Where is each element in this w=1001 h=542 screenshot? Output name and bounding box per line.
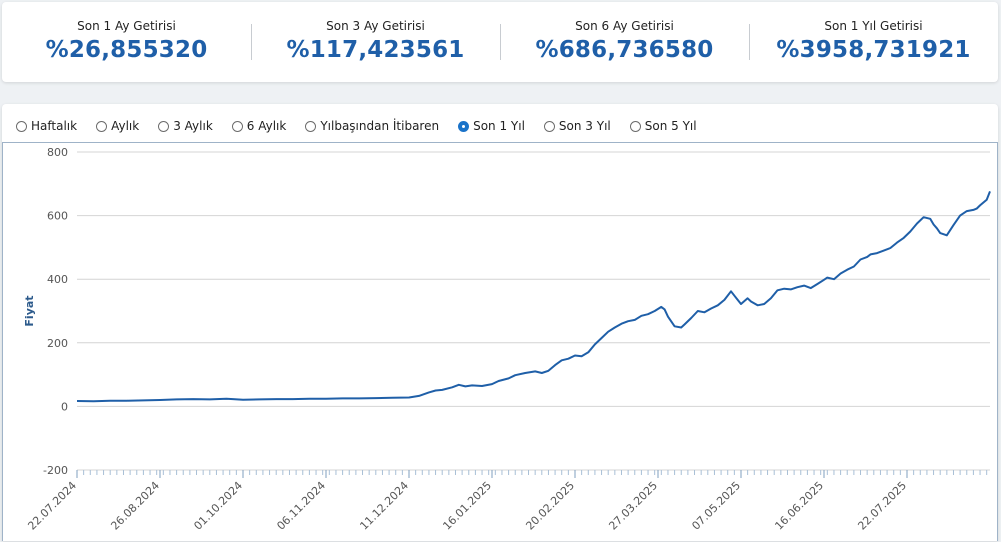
- range-option-monthly[interactable]: Aylık: [96, 119, 139, 133]
- stat-3m: Son 3 Ay Getirisi %117,423561: [251, 2, 500, 82]
- x-tick-label: 01.10.2024: [191, 479, 245, 533]
- range-option-label: Son 3 Yıl: [558, 119, 611, 133]
- range-option-label: Son 1 Yıl: [473, 119, 525, 133]
- radio-icon[interactable]: [158, 120, 170, 132]
- y-tick-label: -200: [43, 464, 68, 477]
- x-tick-label: 26.08.2024: [108, 479, 162, 533]
- range-option-label: Son 5 Yıl: [644, 119, 697, 133]
- x-tick-label: 07.05.2025: [689, 479, 743, 533]
- range-selector: Haftalık Aylık 3 Aylık 6 Aylık Yılbaşınd…: [16, 117, 716, 135]
- x-tick-label: 16.01.2025: [440, 479, 494, 533]
- y-axis-label: Fiyat: [23, 295, 36, 326]
- y-tick-label: 400: [47, 273, 68, 286]
- y-tick-label: 0: [61, 400, 68, 413]
- stat-1y: Son 1 Yıl Getirisi %3958,731921: [749, 2, 998, 82]
- price-line-chart[interactable]: -200 0 200 400 600 800 Fiyat 22.07.2024 26.08.20…: [3, 143, 997, 542]
- y-tick-label: 800: [47, 146, 68, 159]
- range-option-label: 6 Aylık: [246, 119, 287, 133]
- range-option-1-year[interactable]: Son 1 Yıl: [458, 119, 525, 133]
- x-tick-label: 22.07.2025: [855, 479, 909, 533]
- range-option-label: 3 Aylık: [173, 119, 213, 133]
- y-tick-label: 600: [47, 210, 68, 223]
- stat-label: Son 3 Ay Getirisi: [326, 19, 425, 33]
- stat-value: %3958,731921: [776, 37, 971, 63]
- radio-icon[interactable]: [543, 120, 555, 132]
- stat-1m: Son 1 Ay Getirisi %26,855320: [2, 2, 251, 82]
- range-option-3-years[interactable]: Son 3 Yıl: [543, 119, 611, 133]
- x-tick-label: 16.06.2025: [772, 479, 826, 533]
- x-tick-label: 22.07.2024: [25, 479, 79, 533]
- radio-icon[interactable]: [96, 120, 108, 132]
- radio-icon[interactable]: [231, 120, 243, 132]
- radio-checked-icon[interactable]: [458, 120, 470, 132]
- x-tick-label: 20.02.2025: [523, 479, 577, 533]
- stat-value: %26,855320: [45, 37, 208, 63]
- stat-value: %686,736580: [535, 37, 714, 63]
- stat-value: %117,423561: [286, 37, 465, 63]
- radio-icon[interactable]: [16, 120, 27, 132]
- radio-icon[interactable]: [305, 120, 317, 132]
- price-chart-panel: Haftalık Aylık 3 Aylık 6 Aylık Yılbaşınd…: [2, 104, 998, 541]
- x-tick-label: 11.12.2024: [357, 479, 411, 533]
- returns-summary: Son 1 Ay Getirisi %26,855320 Son 3 Ay Ge…: [2, 2, 998, 82]
- range-option-label: Aylık: [111, 119, 140, 133]
- range-option-label: Haftalık: [31, 119, 78, 133]
- stat-label: Son 1 Ay Getirisi: [77, 19, 176, 33]
- y-tick-label: 200: [47, 337, 68, 350]
- radio-icon[interactable]: [629, 120, 641, 132]
- range-option-weekly[interactable]: Haftalık: [16, 119, 77, 133]
- range-option-5-years[interactable]: Son 5 Yıl: [629, 119, 697, 133]
- stat-6m: Son 6 Ay Getirisi %686,736580: [500, 2, 749, 82]
- x-tick-label: 27.03.2025: [606, 479, 660, 533]
- range-option-6-months[interactable]: 6 Aylık: [231, 119, 287, 133]
- price-series-line: [76, 191, 991, 403]
- range-option-ytd[interactable]: Yılbaşından İtibaren: [305, 119, 439, 133]
- stat-label: Son 6 Ay Getirisi: [575, 19, 674, 33]
- range-option-label: Yılbaşından İtibaren: [320, 119, 440, 133]
- x-tick-label: 06.11.2024: [274, 479, 328, 533]
- plot-area[interactable]: -200 0 200 400 600 800 Fiyat 22.07.2024 26.08.20…: [2, 142, 998, 541]
- range-option-3-months[interactable]: 3 Aylık: [158, 119, 213, 133]
- stat-label: Son 1 Yıl Getirisi: [824, 19, 923, 33]
